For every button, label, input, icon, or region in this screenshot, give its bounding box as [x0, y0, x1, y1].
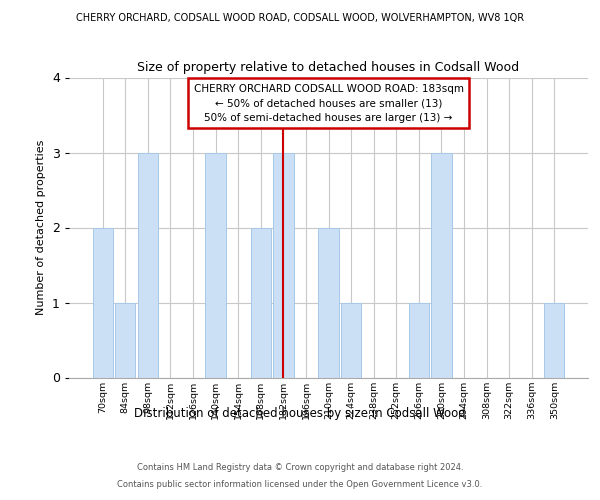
Bar — [409, 302, 429, 378]
Bar — [273, 152, 293, 378]
Y-axis label: Number of detached properties: Number of detached properties — [37, 140, 46, 315]
Bar — [341, 302, 361, 378]
Text: CHERRY ORCHARD, CODSALL WOOD ROAD, CODSALL WOOD, WOLVERHAMPTON, WV8 1QR: CHERRY ORCHARD, CODSALL WOOD ROAD, CODSA… — [76, 12, 524, 22]
Bar — [544, 302, 565, 378]
Text: Contains public sector information licensed under the Open Government Licence v3: Contains public sector information licen… — [118, 480, 482, 489]
Bar — [92, 228, 113, 378]
Bar — [319, 228, 338, 378]
Bar — [115, 302, 136, 378]
Text: CHERRY ORCHARD CODSALL WOOD ROAD: 183sqm
← 50% of detached houses are smaller (1: CHERRY ORCHARD CODSALL WOOD ROAD: 183sqm… — [193, 84, 464, 123]
Title: Size of property relative to detached houses in Codsall Wood: Size of property relative to detached ho… — [137, 60, 520, 74]
Bar — [251, 228, 271, 378]
Bar — [431, 152, 452, 378]
Text: Contains HM Land Registry data © Crown copyright and database right 2024.: Contains HM Land Registry data © Crown c… — [137, 464, 463, 472]
Text: Distribution of detached houses by size in Codsall Wood: Distribution of detached houses by size … — [134, 408, 466, 420]
Bar — [138, 152, 158, 378]
Bar — [205, 152, 226, 378]
